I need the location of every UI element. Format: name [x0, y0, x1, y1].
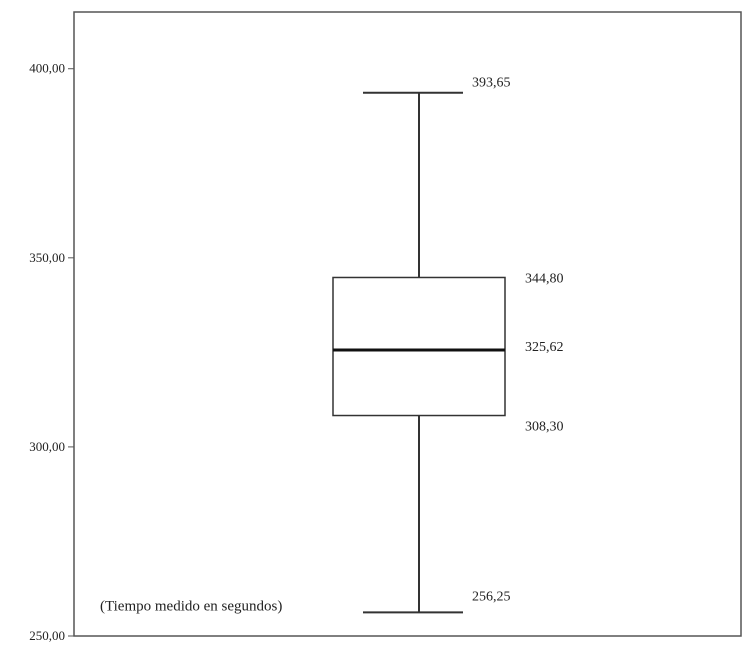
y-tick-label-250: 250,00 — [29, 628, 65, 643]
iqr-box — [332, 276, 506, 417]
unit-annotation: (Tiempo medido en segundos) — [100, 598, 282, 614]
y-axis: 400,00 350,00 300,00 250,00 — [29, 61, 74, 643]
y-tick-label-350: 350,00 — [29, 250, 65, 265]
q3-value-label: 344,80 — [525, 271, 564, 286]
q1-value-label: 308,30 — [525, 420, 564, 435]
y-tick-label-300: 300,00 — [29, 439, 65, 454]
max-value-label: 393,65 — [472, 76, 511, 91]
min-value-label: 256,25 — [472, 589, 511, 604]
y-tick-label-400: 400,00 — [29, 61, 65, 76]
median-value-label: 325,62 — [525, 340, 564, 355]
box-plot — [332, 91, 506, 614]
plot-frame — [73, 11, 742, 637]
